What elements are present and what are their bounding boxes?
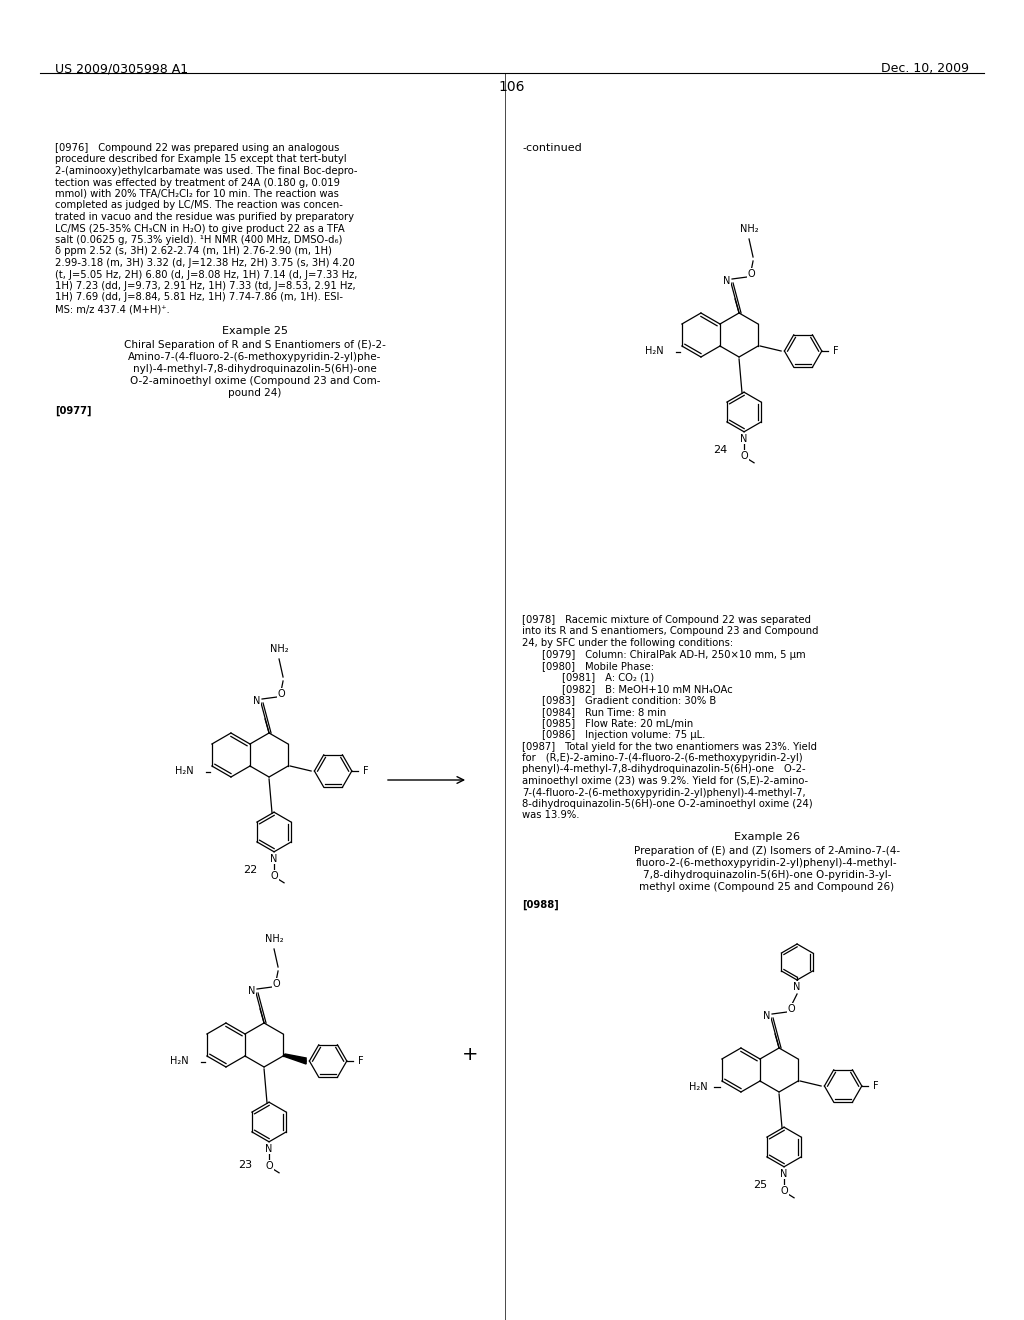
Text: O: O [740, 451, 748, 461]
Text: Chiral Separation of R and S Enantiomers of (E)-2-: Chiral Separation of R and S Enantiomers… [124, 339, 386, 350]
Text: 1H) 7.23 (dd, J=9.73, 2.91 Hz, 1H) 7.33 (td, J=8.53, 2.91 Hz,: 1H) 7.23 (dd, J=9.73, 2.91 Hz, 1H) 7.33 … [55, 281, 355, 290]
Text: O: O [265, 1160, 272, 1171]
Text: F: F [357, 1056, 364, 1067]
Text: O-2-aminoethyl oxime (Compound 23 and Com-: O-2-aminoethyl oxime (Compound 23 and Co… [130, 375, 380, 385]
Text: O: O [787, 1005, 795, 1014]
Text: N: N [740, 434, 748, 444]
Text: H₂N: H₂N [175, 767, 194, 776]
Text: Example 25: Example 25 [222, 326, 288, 335]
Text: 24, by SFC under the following conditions:: 24, by SFC under the following condition… [522, 638, 733, 648]
Text: 22: 22 [243, 865, 257, 875]
Text: H₂N: H₂N [645, 346, 664, 356]
Text: 7,8-dihydroquinazolin-5(6H)-one O-pyridin-3-yl-: 7,8-dihydroquinazolin-5(6H)-one O-pyridi… [643, 870, 891, 880]
Text: H₂N: H₂N [689, 1081, 708, 1092]
Text: [0985] Flow Rate: 20 mL/min: [0985] Flow Rate: 20 mL/min [542, 718, 693, 729]
Text: 8-dihydroquinazolin-5(6H)-one O-2-aminoethyl oxime (24): 8-dihydroquinazolin-5(6H)-one O-2-aminoe… [522, 799, 813, 809]
Text: N: N [253, 696, 261, 706]
Text: O: O [278, 689, 285, 700]
Text: pound 24): pound 24) [228, 388, 282, 397]
Text: [0977]: [0977] [55, 405, 91, 416]
Text: nyl)-4-methyl-7,8-dihydroquinazolin-5(6H)-one: nyl)-4-methyl-7,8-dihydroquinazolin-5(6H… [133, 363, 377, 374]
Text: 23: 23 [238, 1160, 252, 1170]
Text: O: O [272, 979, 280, 989]
Text: [0978] Racemic mixture of Compound 22 was separated: [0978] Racemic mixture of Compound 22 wa… [522, 615, 811, 624]
Text: 24: 24 [713, 445, 727, 455]
Text: O: O [748, 269, 755, 279]
Text: [0986] Injection volume: 75 μL.: [0986] Injection volume: 75 μL. [542, 730, 706, 741]
Text: N: N [270, 854, 278, 863]
Text: 2.99-3.18 (m, 3H) 3.32 (d, J=12.38 Hz, 2H) 3.75 (s, 3H) 4.20: 2.99-3.18 (m, 3H) 3.32 (d, J=12.38 Hz, 2… [55, 257, 354, 268]
Text: O: O [270, 871, 278, 880]
Text: 1H) 7.69 (dd, J=8.84, 5.81 Hz, 1H) 7.74-7.86 (m, 1H). ESI-: 1H) 7.69 (dd, J=8.84, 5.81 Hz, 1H) 7.74-… [55, 293, 343, 302]
Text: N: N [249, 986, 256, 997]
Text: aminoethyl oxime (23) was 9.2%. Yield for (S,E)-2-amino-: aminoethyl oxime (23) was 9.2%. Yield fo… [522, 776, 808, 785]
Text: F: F [362, 766, 369, 776]
Text: 2-(aminooxy)ethylcarbamate was used. The final Boc-depro-: 2-(aminooxy)ethylcarbamate was used. The… [55, 166, 357, 176]
Text: 7-(4-fluoro-2-(6-methoxypyridin-2-yl)phenyl)-4-methyl-7,: 7-(4-fluoro-2-(6-methoxypyridin-2-yl)phe… [522, 788, 806, 797]
Text: O: O [780, 1185, 787, 1196]
Text: for (R,E)-2-amino-7-(4-fluoro-2-(6-methoxypyridin-2-yl): for (R,E)-2-amino-7-(4-fluoro-2-(6-metho… [522, 752, 803, 763]
Text: 25: 25 [753, 1180, 767, 1191]
Text: [0981] A: CO₂ (1): [0981] A: CO₂ (1) [562, 672, 654, 682]
Text: [0984] Run Time: 8 min: [0984] Run Time: 8 min [542, 708, 667, 717]
Text: MS: m/z 437.4 (M+H)⁺.: MS: m/z 437.4 (M+H)⁺. [55, 304, 170, 314]
Text: [0979] Column: ChiralPak AD-H, 250×10 mm, 5 μm: [0979] Column: ChiralPak AD-H, 250×10 mm… [542, 649, 806, 660]
Text: F: F [833, 346, 839, 356]
Text: [0983] Gradient condition: 30% B: [0983] Gradient condition: 30% B [542, 696, 716, 705]
Text: F: F [872, 1081, 879, 1092]
Text: into its R and S enantiomers, Compound 23 and Compound: into its R and S enantiomers, Compound 2… [522, 627, 818, 636]
Polygon shape [283, 1053, 306, 1064]
Text: NH₂: NH₂ [265, 935, 284, 944]
Text: mmol) with 20% TFA/CH₂Cl₂ for 10 min. The reaction was: mmol) with 20% TFA/CH₂Cl₂ for 10 min. Th… [55, 189, 339, 199]
Text: NH₂: NH₂ [739, 224, 759, 234]
Text: Example 26: Example 26 [734, 832, 800, 842]
Text: was 13.9%.: was 13.9%. [522, 810, 580, 821]
Text: LC/MS (25-35% CH₃CN in H₂O) to give product 22 as a TFA: LC/MS (25-35% CH₃CN in H₂O) to give prod… [55, 223, 345, 234]
Text: 106: 106 [499, 81, 525, 94]
Text: δ ppm 2.52 (s, 3H) 2.62-2.74 (m, 1H) 2.76-2.90 (m, 1H): δ ppm 2.52 (s, 3H) 2.62-2.74 (m, 1H) 2.7… [55, 247, 332, 256]
Text: (t, J=5.05 Hz, 2H) 6.80 (d, J=8.08 Hz, 1H) 7.14 (d, J=7.33 Hz,: (t, J=5.05 Hz, 2H) 6.80 (d, J=8.08 Hz, 1… [55, 269, 357, 280]
Text: [0987] Total yield for the two enantiomers was 23%. Yield: [0987] Total yield for the two enantiome… [522, 742, 817, 751]
Text: methyl oxime (Compound 25 and Compound 26): methyl oxime (Compound 25 and Compound 2… [639, 882, 895, 892]
Text: [0988]: [0988] [522, 900, 559, 911]
Text: Dec. 10, 2009: Dec. 10, 2009 [881, 62, 969, 75]
Text: N: N [763, 1011, 771, 1020]
Text: salt (0.0625 g, 75.3% yield). ¹H NMR (400 MHz, DMSO-d₆): salt (0.0625 g, 75.3% yield). ¹H NMR (40… [55, 235, 342, 246]
Text: N: N [265, 1144, 272, 1154]
Text: -continued: -continued [522, 143, 582, 153]
Text: +: + [462, 1045, 478, 1064]
Text: tection was effected by treatment of 24A (0.180 g, 0.019: tection was effected by treatment of 24A… [55, 177, 340, 187]
Text: NH₂: NH₂ [269, 644, 289, 653]
Text: completed as judged by LC/MS. The reaction was concen-: completed as judged by LC/MS. The reacti… [55, 201, 343, 210]
Text: procedure described for Example 15 except that tert-butyl: procedure described for Example 15 excep… [55, 154, 347, 165]
Text: [0982] B: MeOH+10 mM NH₄OAc: [0982] B: MeOH+10 mM NH₄OAc [562, 684, 733, 694]
Text: H₂N: H₂N [170, 1056, 188, 1067]
Text: US 2009/0305998 A1: US 2009/0305998 A1 [55, 62, 188, 75]
Text: N: N [794, 982, 801, 993]
Text: trated in vacuo and the residue was purified by preparatory: trated in vacuo and the residue was puri… [55, 213, 354, 222]
Text: fluoro-2-(6-methoxypyridin-2-yl)phenyl)-4-methyl-: fluoro-2-(6-methoxypyridin-2-yl)phenyl)-… [636, 858, 898, 869]
Text: Amino-7-(4-fluoro-2-(6-methoxypyridin-2-yl)phe-: Amino-7-(4-fluoro-2-(6-methoxypyridin-2-… [128, 351, 382, 362]
Text: [0980] Mobile Phase:: [0980] Mobile Phase: [542, 661, 654, 671]
Text: [0976] Compound 22 was prepared using an analogous: [0976] Compound 22 was prepared using an… [55, 143, 339, 153]
Text: N: N [780, 1168, 787, 1179]
Text: Preparation of (E) and (Z) Isomers of 2-Amino-7-(4-: Preparation of (E) and (Z) Isomers of 2-… [634, 846, 900, 855]
Text: phenyl)-4-methyl-7,8-dihydroquinazolin-5(6H)-one O-2-: phenyl)-4-methyl-7,8-dihydroquinazolin-5… [522, 764, 806, 775]
Text: N: N [723, 276, 731, 286]
